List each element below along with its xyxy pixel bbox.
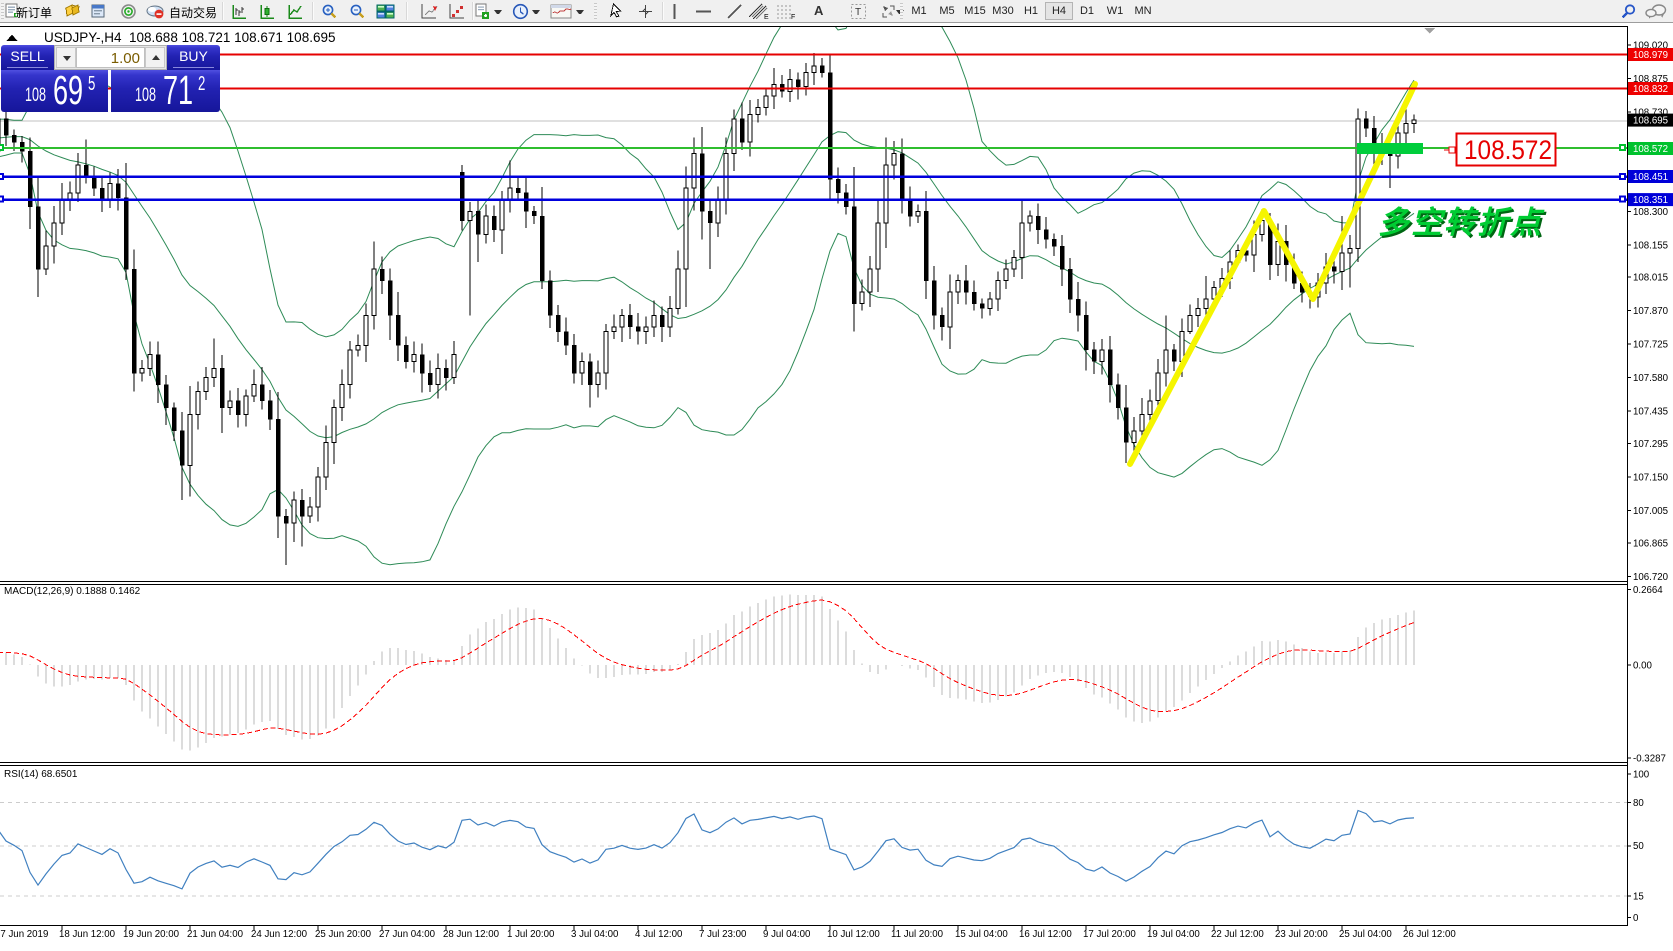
svg-text:108.015: 108.015 [1633, 273, 1668, 284]
svg-text:23 Jul 20:00: 23 Jul 20:00 [1275, 929, 1328, 940]
svg-text:108.979: 108.979 [1633, 50, 1668, 61]
svg-text:-0.3287: -0.3287 [1633, 754, 1666, 765]
svg-text:15 Jul 04:00: 15 Jul 04:00 [955, 929, 1008, 940]
svg-text:106.865: 106.865 [1633, 538, 1668, 549]
svg-text:16 Jul 12:00: 16 Jul 12:00 [1019, 929, 1072, 940]
svg-text:17 Jul 20:00: 17 Jul 20:00 [1083, 929, 1136, 940]
svg-text:7 Jul 23:00: 7 Jul 23:00 [699, 929, 747, 940]
svg-text:19 Jul 04:00: 19 Jul 04:00 [1147, 929, 1200, 940]
svg-text:50: 50 [1633, 841, 1644, 852]
svg-text:27 Jun 04:00: 27 Jun 04:00 [379, 929, 436, 940]
svg-text:MACD(12,26,9) 0.1888 0.1462: MACD(12,26,9) 0.1888 0.1462 [4, 586, 141, 597]
svg-text:108.730: 108.730 [1633, 108, 1669, 119]
svg-text:4 Jul 12:00: 4 Jul 12:00 [635, 929, 683, 940]
svg-text:15: 15 [1633, 892, 1644, 903]
svg-text:T: T [855, 7, 861, 18]
svg-text:107.295: 107.295 [1633, 439, 1668, 450]
svg-text:0: 0 [1633, 913, 1639, 924]
svg-text:9 Jul 04:00: 9 Jul 04:00 [763, 929, 811, 940]
svg-text:108.572: 108.572 [1633, 144, 1668, 155]
svg-text:24 Jun 12:00: 24 Jun 12:00 [251, 929, 308, 940]
svg-text:3 Jul 04:00: 3 Jul 04:00 [571, 929, 619, 940]
svg-text:107.150: 107.150 [1633, 473, 1669, 484]
svg-text:F: F [791, 14, 795, 20]
svg-text:1 Jul 20:00: 1 Jul 20:00 [507, 929, 555, 940]
svg-text:108.832: 108.832 [1633, 84, 1668, 95]
svg-text:25 Jul 04:00: 25 Jul 04:00 [1339, 929, 1392, 940]
svg-text:E: E [764, 14, 769, 20]
svg-text:19 Jun 20:00: 19 Jun 20:00 [123, 929, 180, 940]
svg-text:0.2664: 0.2664 [1633, 585, 1663, 596]
svg-text:108.875: 108.875 [1633, 74, 1668, 85]
svg-text:108.351: 108.351 [1633, 195, 1668, 206]
svg-text:28 Jun 12:00: 28 Jun 12:00 [443, 929, 500, 940]
svg-text:80: 80 [1633, 798, 1644, 809]
svg-text:26 Jul 12:00: 26 Jul 12:00 [1403, 929, 1456, 940]
svg-text:22 Jul 12:00: 22 Jul 12:00 [1211, 929, 1264, 940]
svg-text:108.695: 108.695 [1633, 116, 1668, 127]
svg-text:106.720: 106.720 [1633, 572, 1669, 583]
svg-text:多空转折点: 多空转折点 [1380, 207, 1547, 242]
svg-text:21 Jun 04:00: 21 Jun 04:00 [187, 929, 244, 940]
svg-text:USDJPY-,H4 108.688 108.721 10: USDJPY-,H4 108.688 108.721 108.671 108.6… [44, 30, 335, 45]
svg-text:100: 100 [1633, 770, 1650, 781]
svg-text:107.870: 107.870 [1633, 306, 1669, 317]
svg-text:107.435: 107.435 [1633, 407, 1668, 418]
svg-text:18 Jun 12:00: 18 Jun 12:00 [59, 929, 116, 940]
svg-text:108.451: 108.451 [1633, 172, 1668, 183]
svg-text:11 Jul 20:00: 11 Jul 20:00 [891, 929, 944, 940]
svg-text:多空转折点: 多空转折点 [1378, 205, 1545, 240]
svg-text:108.572: 108.572 [1464, 135, 1552, 165]
svg-text:25 Jun 20:00: 25 Jun 20:00 [315, 929, 372, 940]
svg-text:107.725: 107.725 [1633, 340, 1668, 351]
svg-text:17 Jun 2019: 17 Jun 2019 [0, 929, 48, 940]
svg-text:109.020: 109.020 [1633, 41, 1669, 52]
svg-text:107.580: 107.580 [1633, 373, 1669, 384]
svg-text:108.300: 108.300 [1633, 207, 1669, 218]
svg-text:10 Jul 12:00: 10 Jul 12:00 [827, 929, 880, 940]
svg-text:108.155: 108.155 [1633, 240, 1668, 251]
svg-text:RSI(14) 68.6501: RSI(14) 68.6501 [4, 769, 78, 780]
svg-text:0.00: 0.00 [1633, 661, 1652, 672]
svg-text:107.005: 107.005 [1633, 506, 1668, 517]
